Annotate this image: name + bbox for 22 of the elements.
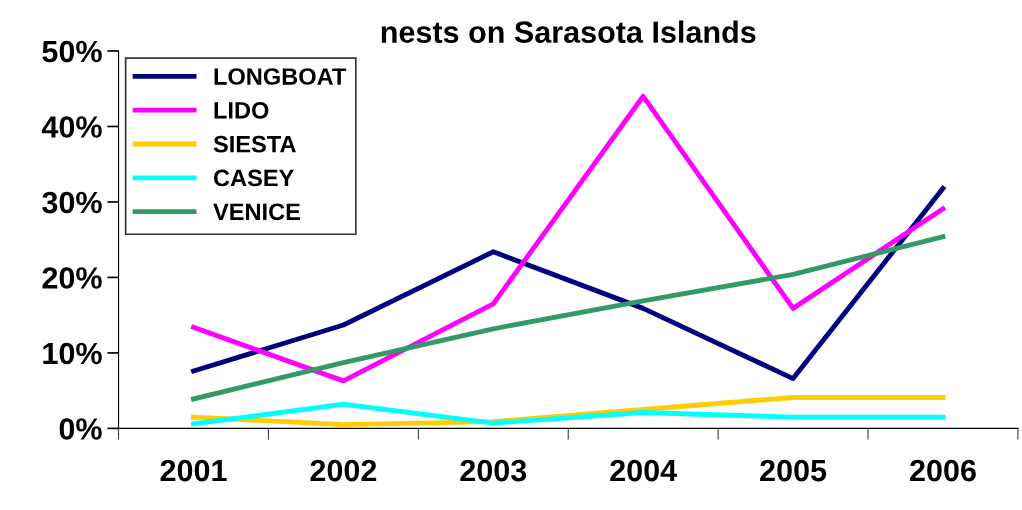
line-series — [191, 401, 946, 427]
y-tick-label: 10% — [43, 342, 102, 365]
x-tick-label: 2005 — [760, 459, 827, 482]
y-tick-label: 30% — [42, 191, 102, 214]
legend-label: SIESTA — [213, 135, 296, 153]
y-tick-label: 0% — [59, 418, 102, 440]
x-tick-label: 2006 — [910, 459, 976, 482]
x-tick-label: 2004 — [610, 459, 678, 482]
chart-title: nests on Sarasota Islands — [381, 20, 756, 43]
x-tick-label: 2002 — [310, 459, 377, 482]
legend-label: CASEY — [213, 169, 294, 187]
legend-label: LONGBOAT — [214, 68, 347, 85]
line-series — [191, 185, 946, 382]
y-tick-label: 50% — [42, 40, 102, 63]
x-tick-label: 2003 — [460, 459, 527, 482]
x-tick-label: 2001 — [160, 459, 227, 482]
legend-label: LIDO — [214, 101, 269, 119]
y-tick-label: 20% — [42, 267, 102, 289]
line-series — [191, 234, 946, 402]
line-series — [191, 93, 946, 384]
y-tick-label: 40% — [41, 116, 102, 138]
legend-label: VENICE — [213, 203, 300, 221]
